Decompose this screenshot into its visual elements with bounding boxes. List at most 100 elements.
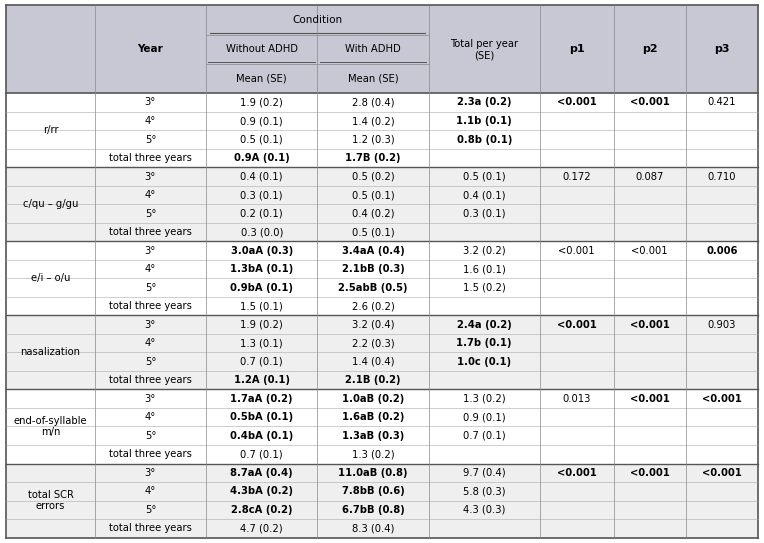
Text: 0.8b (0.1): 0.8b (0.1) — [457, 135, 512, 144]
Text: 1.9 (0.2): 1.9 (0.2) — [241, 98, 283, 108]
Text: end-of-syllable
m/n: end-of-syllable m/n — [14, 416, 87, 437]
Text: 5°: 5° — [144, 505, 156, 515]
Text: 2.1B (0.2): 2.1B (0.2) — [345, 375, 401, 385]
Text: 1.7B (0.2): 1.7B (0.2) — [345, 153, 401, 163]
Text: Total per year
(SE): Total per year (SE) — [450, 39, 518, 60]
Text: 8.3 (0.4): 8.3 (0.4) — [351, 523, 394, 533]
Text: 3.0aA (0.3): 3.0aA (0.3) — [231, 245, 293, 256]
Text: 3°: 3° — [144, 245, 156, 256]
Text: 3°: 3° — [144, 394, 156, 403]
Text: 5.8 (0.3): 5.8 (0.3) — [463, 487, 506, 496]
Text: r/rr: r/rr — [43, 125, 58, 135]
Text: With ADHD: With ADHD — [345, 45, 401, 54]
Text: <0.001: <0.001 — [558, 245, 595, 256]
Text: 4°: 4° — [144, 264, 156, 274]
Text: 0.5 (0.1): 0.5 (0.1) — [241, 135, 283, 144]
Text: total three years: total three years — [109, 449, 192, 459]
Text: 0.4bA (0.1): 0.4bA (0.1) — [230, 431, 293, 441]
Text: 0.421: 0.421 — [707, 98, 736, 108]
Text: 6.7bB (0.8): 6.7bB (0.8) — [342, 505, 404, 515]
Text: 2.6 (0.2): 2.6 (0.2) — [351, 301, 394, 311]
Text: 2.1bB (0.3): 2.1bB (0.3) — [342, 264, 404, 274]
Text: 1.0aB (0.2): 1.0aB (0.2) — [342, 394, 404, 403]
Text: 0.9A (0.1): 0.9A (0.1) — [234, 153, 290, 163]
Text: 1.3bA (0.1): 1.3bA (0.1) — [230, 264, 293, 274]
Text: 1.2 (0.3): 1.2 (0.3) — [351, 135, 394, 144]
Text: 4.3bA (0.2): 4.3bA (0.2) — [230, 487, 293, 496]
Text: 4.3 (0.3): 4.3 (0.3) — [463, 505, 506, 515]
Bar — [6, 389, 758, 464]
Text: total three years: total three years — [109, 301, 192, 311]
Text: 4°: 4° — [144, 412, 156, 422]
Text: 8.7aA (0.4): 8.7aA (0.4) — [231, 468, 293, 478]
Text: 5°: 5° — [144, 209, 156, 219]
Text: 1.7b (0.1): 1.7b (0.1) — [457, 338, 512, 348]
Text: 0.4 (0.1): 0.4 (0.1) — [241, 172, 283, 181]
Text: 11.0aB (0.8): 11.0aB (0.8) — [338, 468, 408, 478]
Text: 3°: 3° — [144, 172, 156, 181]
Text: 1.3 (0.2): 1.3 (0.2) — [463, 394, 506, 403]
Text: <0.001: <0.001 — [557, 98, 597, 108]
Text: 0.7 (0.1): 0.7 (0.1) — [241, 357, 283, 367]
Text: 0.5 (0.1): 0.5 (0.1) — [351, 227, 394, 237]
Text: 0.3 (0.0): 0.3 (0.0) — [241, 227, 283, 237]
Text: 2.8cA (0.2): 2.8cA (0.2) — [231, 505, 293, 515]
Text: 1.3 (0.2): 1.3 (0.2) — [351, 449, 394, 459]
Text: 3.2 (0.4): 3.2 (0.4) — [351, 320, 394, 330]
Text: total SCR
errors: total SCR errors — [28, 490, 73, 512]
Text: p2: p2 — [642, 45, 658, 54]
Text: 0.5bA (0.1): 0.5bA (0.1) — [230, 412, 293, 422]
Text: 3.4aA (0.4): 3.4aA (0.4) — [342, 245, 404, 256]
Text: 9.7 (0.4): 9.7 (0.4) — [463, 468, 506, 478]
Text: 0.7 (0.1): 0.7 (0.1) — [463, 431, 506, 441]
Text: <0.001: <0.001 — [630, 468, 669, 478]
Text: 0.013: 0.013 — [562, 394, 591, 403]
Text: 0.9 (0.1): 0.9 (0.1) — [241, 116, 283, 126]
Text: 0.903: 0.903 — [707, 320, 736, 330]
Text: 0.9bA (0.1): 0.9bA (0.1) — [230, 282, 293, 293]
Text: 1.3 (0.1): 1.3 (0.1) — [241, 338, 283, 348]
Text: 2.4a (0.2): 2.4a (0.2) — [457, 320, 512, 330]
Text: 1.6 (0.1): 1.6 (0.1) — [463, 264, 506, 274]
Text: 1.5 (0.2): 1.5 (0.2) — [463, 282, 506, 293]
Text: 5°: 5° — [144, 282, 156, 293]
Text: 1.5 (0.1): 1.5 (0.1) — [241, 301, 283, 311]
Text: 1.1b (0.1): 1.1b (0.1) — [456, 116, 512, 126]
Text: total three years: total three years — [109, 227, 192, 237]
Text: 0.087: 0.087 — [636, 172, 664, 181]
Text: 1.9 (0.2): 1.9 (0.2) — [241, 320, 283, 330]
Text: 0.5 (0.1): 0.5 (0.1) — [351, 190, 394, 200]
Text: Without ADHD: Without ADHD — [225, 45, 298, 54]
Text: 1.4 (0.4): 1.4 (0.4) — [351, 357, 394, 367]
Bar — [6, 93, 758, 167]
Text: <0.001: <0.001 — [630, 320, 669, 330]
Bar — [6, 5, 758, 93]
Text: 1.3aB (0.3): 1.3aB (0.3) — [342, 431, 404, 441]
Text: Mean (SE): Mean (SE) — [348, 74, 398, 84]
Text: total three years: total three years — [109, 375, 192, 385]
Text: <0.001: <0.001 — [557, 320, 597, 330]
Text: 0.710: 0.710 — [707, 172, 736, 181]
Text: 2.8 (0.4): 2.8 (0.4) — [351, 98, 394, 108]
Text: 4°: 4° — [144, 487, 156, 496]
Text: Mean (SE): Mean (SE) — [236, 74, 287, 84]
Text: 0.3 (0.1): 0.3 (0.1) — [241, 190, 283, 200]
Text: 1.0c (0.1): 1.0c (0.1) — [457, 357, 511, 367]
Text: 0.9 (0.1): 0.9 (0.1) — [463, 412, 506, 422]
Text: c/qu – g/gu: c/qu – g/gu — [23, 199, 78, 209]
Text: p1: p1 — [569, 45, 584, 54]
Text: 5°: 5° — [144, 357, 156, 367]
Text: 2.2 (0.3): 2.2 (0.3) — [351, 338, 394, 348]
Text: 3°: 3° — [144, 468, 156, 478]
Text: <0.001: <0.001 — [702, 394, 742, 403]
Text: 1.4 (0.2): 1.4 (0.2) — [351, 116, 394, 126]
Text: 5°: 5° — [144, 431, 156, 441]
Text: <0.001: <0.001 — [630, 394, 669, 403]
Text: Year: Year — [138, 45, 163, 54]
Bar — [6, 464, 758, 538]
Text: Condition: Condition — [293, 15, 342, 25]
Bar — [6, 241, 758, 315]
Text: 7.8bB (0.6): 7.8bB (0.6) — [342, 487, 404, 496]
Text: 3°: 3° — [144, 98, 156, 108]
Text: total three years: total three years — [109, 153, 192, 163]
